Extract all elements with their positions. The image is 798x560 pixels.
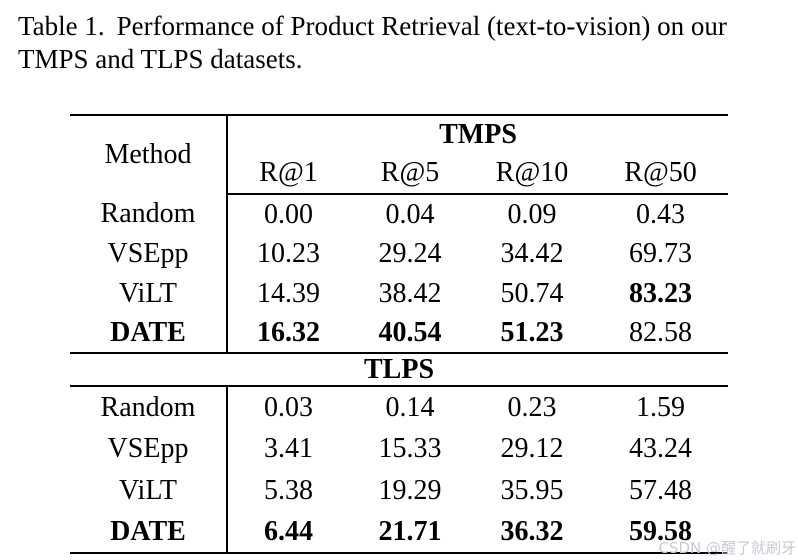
value-cell: 6.44 — [227, 512, 349, 554]
value-cell: 0.14 — [385, 391, 435, 423]
method-cell-tlps-random: Random — [70, 386, 228, 428]
value-cell: 82.58 — [593, 314, 729, 354]
method-header-cell: Method — [70, 115, 228, 194]
value-cell: 29.24 — [378, 238, 442, 270]
value-cell: 51.23 — [471, 314, 593, 354]
value-cell: 0.23 — [507, 391, 557, 423]
method-cell-tlps-date: DATE — [70, 512, 228, 554]
caption-label: Table 1. — [18, 11, 105, 41]
value-cell: 69.73 — [629, 238, 693, 270]
value-cell: 21.71 — [349, 512, 471, 554]
method-cell-tmps-random: Random — [70, 194, 228, 234]
method-cell-tlps-vsepp: VSEpp — [70, 428, 228, 470]
value-cell: 14.39 — [257, 278, 320, 310]
results-table: Method TMPS R@1 R@5 R@10 R@50 Random 0.0… — [70, 114, 729, 554]
value-cell: 34.42 — [500, 238, 564, 270]
table-row: Method TMPS — [70, 115, 728, 194]
method-cell-tlps-vilt: ViLT — [70, 470, 228, 512]
value-cell: 1.59 — [636, 391, 686, 423]
value-cell: 59.58 — [593, 512, 729, 554]
table-row: ViLT 5.38 19.29 35.95 57.48 — [70, 470, 728, 512]
caption-text: Performance of Product Retrieval (text-t… — [116, 11, 727, 41]
value-cell: 10.23 — [257, 238, 320, 270]
table-row: VSEpp 10.23 29.24 34.42 69.73 — [70, 234, 728, 274]
metric-header-r1: R@1 — [227, 153, 349, 195]
metric-header-r50: R@50 — [593, 153, 729, 195]
caption-line-2: TMPS and TLPS datasets. — [18, 44, 303, 74]
value-cell: 3.41 — [264, 433, 313, 465]
table-row: VSEpp 3.41 15.33 29.12 43.24 — [70, 428, 728, 470]
method-cell-tmps-date: DATE — [70, 314, 228, 354]
table-row: Random 0.00 0.04 0.09 0.43 — [70, 194, 728, 234]
watermark-text: CSDN @醒了就刷牙 — [658, 539, 796, 557]
value-cell: 0.43 — [636, 198, 686, 230]
metric-header-r5: R@5 — [349, 153, 471, 195]
table-row: R@1 R@5 R@10 R@50 — [70, 153, 729, 195]
value-cell: 38.42 — [378, 278, 442, 310]
value-cell: 35.95 — [500, 475, 564, 507]
table-row: TLPS — [70, 353, 729, 387]
value-cell: 50.74 — [500, 278, 564, 310]
value-cell: 0.09 — [507, 198, 557, 230]
value-cell: 19.29 — [378, 475, 442, 507]
table-row: Random 0.03 0.14 0.23 1.59 — [70, 386, 728, 428]
caption-line-1: Table 1. Performance of Product Retrieval… — [18, 10, 727, 43]
method-cell-tmps-vsepp: VSEpp — [70, 234, 228, 274]
table-caption: Table 1. Performance of Product Retrieval… — [18, 10, 727, 76]
table-row: DATE 16.32 40.54 51.23 82.58 — [70, 314, 729, 354]
table-row: ViLT 14.39 38.42 50.74 83.23 — [70, 274, 728, 314]
value-cell: 40.54 — [349, 314, 471, 354]
value-cell: 16.32 — [227, 314, 349, 354]
value-cell: 83.23 — [629, 278, 693, 310]
tlps-group-header: TLPS — [70, 353, 729, 387]
value-cell: 36.32 — [471, 512, 593, 554]
value-cell: 57.48 — [629, 475, 693, 507]
value-cell: 5.38 — [264, 475, 313, 507]
value-cell: 0.04 — [385, 198, 435, 230]
value-cell: 0.03 — [264, 391, 313, 423]
metric-header-r10: R@10 — [471, 153, 593, 195]
value-cell: 29.12 — [500, 433, 564, 465]
value-cell: 15.33 — [378, 433, 442, 465]
value-cell: 0.00 — [264, 198, 313, 230]
table-row: DATE 6.44 21.71 36.32 59.58 — [70, 512, 729, 554]
tmps-group-header: TMPS — [439, 118, 517, 150]
value-cell: 43.24 — [629, 433, 693, 465]
watermark: CSDN @醒了就刷牙 — [658, 537, 796, 558]
method-cell-tmps-vilt: ViLT — [70, 274, 228, 314]
